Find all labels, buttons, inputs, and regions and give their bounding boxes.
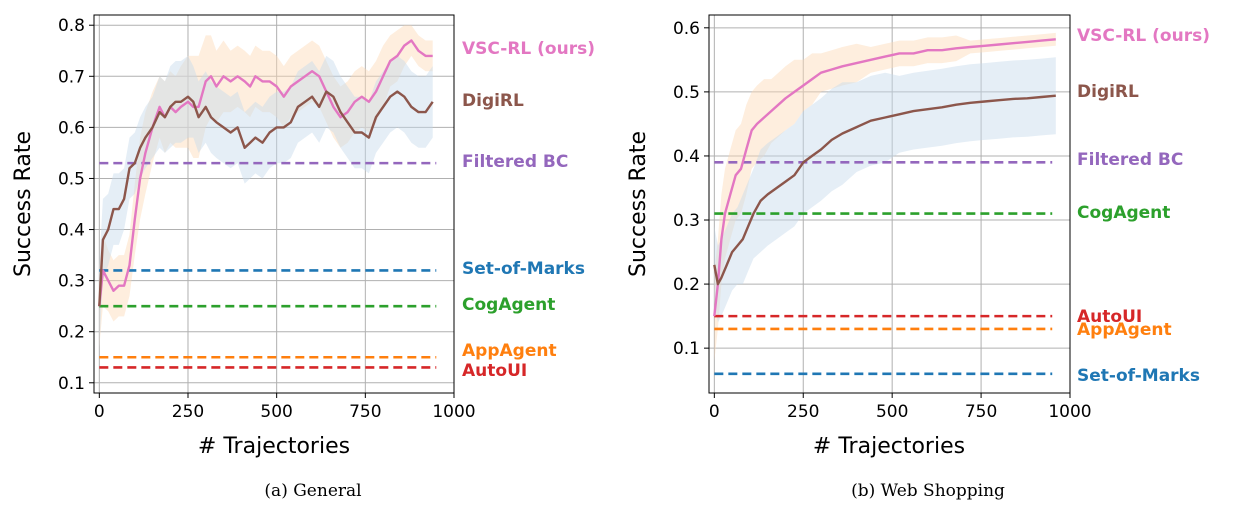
label-filtered-bc: Filtered BC [1077,150,1183,170]
plot-area [94,15,454,393]
y-axis-label: Success Rate [626,131,651,277]
plot-frame [708,14,1071,394]
y-tick-label: 0.4 [673,147,700,167]
y-tick-label: 0.5 [58,169,85,189]
y-tick-label: 0.3 [673,211,700,231]
y-tick-label: 0.1 [58,374,85,394]
label-digirl: DigiRL [462,91,524,111]
y-tick-label: 0.4 [58,221,85,241]
confidence-bands [714,32,1056,362]
x-tick-label: 500 [260,402,292,422]
label-digirl: DigiRL [1077,82,1139,102]
y-tick-label: 0.5 [673,83,700,103]
series-line-digirl [98,90,434,307]
x-tick-labels: 0 250 500 750 1000 [709,393,1092,422]
label-vsc-rl-ours: VSC-RL (ours) [1077,26,1210,46]
x-axis-label: # Trajectories [198,434,350,459]
band-digirl [714,57,1056,323]
caption: (a) General [264,481,361,501]
label-appagent: AppAgent [462,341,557,361]
series-lines [713,38,1056,317]
y-tick-label: 0.6 [673,19,700,39]
series-lines [98,39,434,307]
series-labels: VSC-RL (ours) DigiRL Filtered BC CogAgent Au… [1077,26,1210,386]
label-cogagent: CogAgent [1077,203,1170,223]
label-cogagent: CogAgent [462,295,555,315]
y-axis-label: Success Rate [11,131,36,277]
label-vsc-rl-ours: VSC-RL (ours) [462,39,595,59]
y-tick-label: 0.3 [58,272,85,292]
x-axis-label: # Trajectories [813,434,965,459]
grid-lines [94,15,455,393]
baseline-lines [714,161,1053,376]
x-tick-label: 0 [94,402,105,422]
caption: (b) Web Shopping [851,481,1005,501]
label-set-of-marks: Set-of-Marks [462,259,585,279]
y-tick-label: 0.7 [58,67,85,87]
panel-general: 0 250 500 750 1000 0.10.20.30.40.50.60.70.8 … [11,14,595,501]
y-tick-label: 0.6 [58,118,85,138]
band-vsc-rl-ours [714,32,1056,362]
series-line-digirl [713,94,1056,286]
plot-frame [93,14,455,394]
x-tick-label: 1000 [1048,402,1091,422]
x-tick-labels: 0 250 500 750 1000 [94,393,476,422]
label-autoui: AutoUI [462,361,527,381]
series-line-vsc-rl-ours [713,38,1056,317]
y-tick-label: 0.8 [58,16,85,36]
series-labels: VSC-RL (ours) DigiRL Filtered BC Set-of-Mar… [462,39,595,381]
x-tick-label: 750 [965,402,997,422]
baseline-lines [99,161,437,369]
y-tick-labels: 0.1 0.2 0.3 0.4 0.5 0.6 [673,19,709,359]
x-tick-label: 500 [876,402,908,422]
y-tick-label: 0.2 [58,323,85,343]
label-appagent: AppAgent [1077,320,1172,340]
y-tick-labels: 0.1 0.2 0.3 0.4 0.5 0.6 0.7 0.8 [58,16,94,394]
x-tick-label: 250 [787,402,819,422]
x-tick-label: 0 [709,402,720,422]
band-digirl [99,55,433,348]
x-tick-label: 250 [172,402,204,422]
label-filtered-bc: Filtered BC [462,152,568,172]
label-autoui: AutoUI [1077,307,1142,327]
label-set-of-marks: Set-of-Marks [1077,366,1200,386]
series-line-vsc-rl-ours [98,39,433,307]
y-tick-label: 0.1 [673,339,700,359]
y-tick-label: 0.2 [673,275,700,295]
panel-web-shopping: 0 250 500 750 1000 0.1 0.2 0.3 0.4 0.5 0.6 VSC-RL… [626,14,1210,501]
x-tick-label: 1000 [432,402,475,422]
x-tick-label: 750 [349,402,381,422]
